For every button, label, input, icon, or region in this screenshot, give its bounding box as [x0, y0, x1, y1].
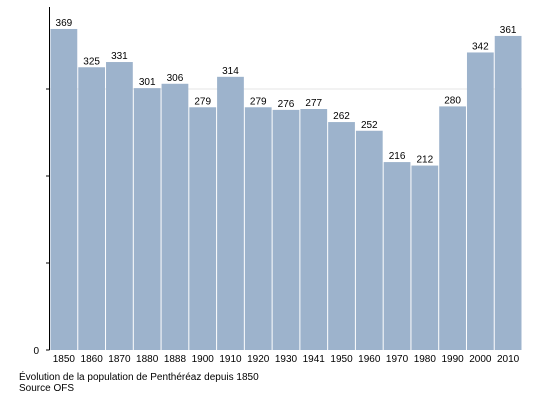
value-label-2000: 342 [472, 41, 489, 52]
value-label-1990: 280 [444, 95, 461, 106]
x-tick-label-1980: 1980 [414, 354, 437, 365]
value-label-1930: 276 [278, 99, 295, 110]
bar-1850 [50, 28, 78, 350]
bar-1900 [189, 107, 217, 351]
bar-1910 [217, 76, 244, 350]
value-label-1920: 279 [250, 96, 267, 107]
value-label-1960: 252 [361, 120, 378, 131]
x-tick-label-2010: 2010 [497, 354, 520, 365]
chart-source: Source OFS [19, 383, 75, 394]
value-label-1850: 369 [56, 18, 73, 29]
value-label-1910: 314 [222, 66, 239, 77]
x-tick-label-1941: 1941 [303, 354, 326, 365]
y-tick-label-0: 0 [33, 346, 39, 357]
value-label-1900: 279 [194, 96, 211, 107]
x-tick-label-1910: 1910 [219, 354, 242, 365]
value-label-1950: 262 [333, 111, 350, 122]
x-tick-label-1960: 1960 [358, 354, 381, 365]
bar-1920 [244, 107, 272, 351]
bar-1888 [161, 83, 189, 350]
value-label-1941: 277 [305, 98, 322, 109]
x-tick-label-1900: 1900 [192, 354, 215, 365]
value-label-1860: 325 [83, 56, 100, 67]
bar-1880 [133, 88, 161, 350]
bar-1860 [78, 67, 106, 350]
bar-1970 [383, 162, 411, 350]
x-tick-label-1970: 1970 [386, 354, 409, 365]
value-label-1888: 306 [167, 73, 184, 84]
x-tick-label-1950: 1950 [330, 354, 353, 365]
x-tick-label-1860: 1860 [81, 354, 104, 365]
x-tick-label-1880: 1880 [136, 354, 159, 365]
plot-area: 369 1850 325 1860 331 1870 301 1880 306 1888 279 19… [33, 7, 522, 365]
x-tick-label-1870: 1870 [108, 354, 131, 365]
value-label-1870: 331 [111, 51, 128, 62]
value-label-2010: 361 [500, 25, 517, 36]
bar-2000 [466, 52, 494, 351]
x-tick-label-1920: 1920 [247, 354, 270, 365]
x-tick-label-1888: 1888 [164, 354, 187, 365]
chart-caption: Évolution de la population de Penthéréaz… [19, 372, 259, 383]
bar-1941 [300, 109, 328, 350]
x-tick-label-1850: 1850 [53, 354, 76, 365]
bar-2010 [494, 35, 522, 351]
x-tick-label-1990: 1990 [441, 354, 464, 365]
value-label-1880: 301 [139, 77, 156, 88]
x-tick-label-2000: 2000 [469, 354, 492, 365]
value-label-1970: 216 [389, 151, 406, 162]
value-label-1980: 212 [416, 155, 433, 166]
x-tick-label-1930: 1930 [275, 354, 298, 365]
bar-1960 [355, 130, 383, 350]
bar-1950 [328, 122, 355, 350]
bar-1930 [272, 109, 300, 350]
bar-1980 [411, 165, 439, 350]
bar-1870 [106, 62, 133, 350]
bar-1990 [439, 106, 466, 351]
